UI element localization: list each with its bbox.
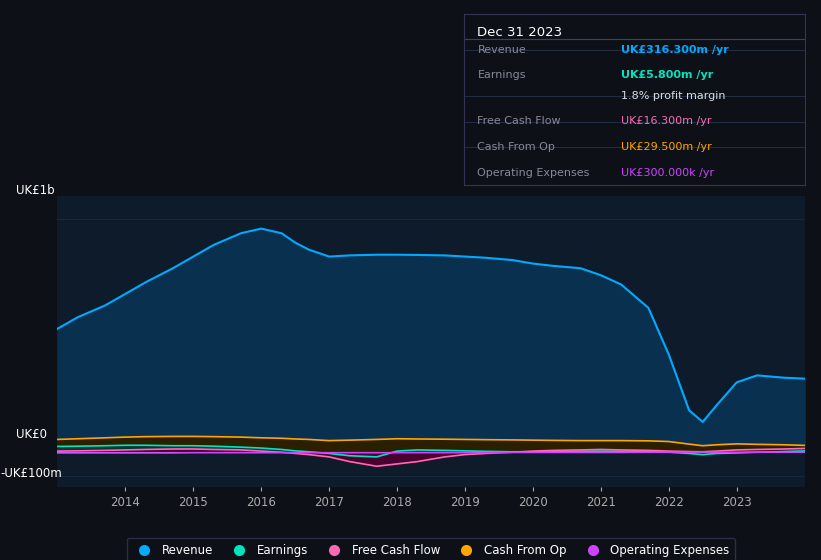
Text: 1.8% profit margin: 1.8% profit margin bbox=[621, 91, 725, 101]
Text: Free Cash Flow: Free Cash Flow bbox=[478, 116, 561, 127]
Text: UK£300.000k /yr: UK£300.000k /yr bbox=[621, 168, 713, 178]
Legend: Revenue, Earnings, Free Cash Flow, Cash From Op, Operating Expenses: Revenue, Earnings, Free Cash Flow, Cash … bbox=[126, 538, 736, 560]
Text: UK£29.500m /yr: UK£29.500m /yr bbox=[621, 142, 711, 152]
Text: UK£16.300m /yr: UK£16.300m /yr bbox=[621, 116, 711, 127]
Text: -UK£100m: -UK£100m bbox=[0, 466, 62, 480]
Text: Operating Expenses: Operating Expenses bbox=[478, 168, 589, 178]
Text: Revenue: Revenue bbox=[478, 45, 526, 55]
Text: Dec 31 2023: Dec 31 2023 bbox=[478, 26, 562, 39]
Text: UK£0: UK£0 bbox=[16, 427, 48, 441]
Text: UK£1b: UK£1b bbox=[16, 184, 55, 197]
Text: Cash From Op: Cash From Op bbox=[478, 142, 555, 152]
Text: UK£316.300m /yr: UK£316.300m /yr bbox=[621, 45, 728, 55]
Text: UK£5.800m /yr: UK£5.800m /yr bbox=[621, 71, 713, 81]
Text: Earnings: Earnings bbox=[478, 71, 526, 81]
